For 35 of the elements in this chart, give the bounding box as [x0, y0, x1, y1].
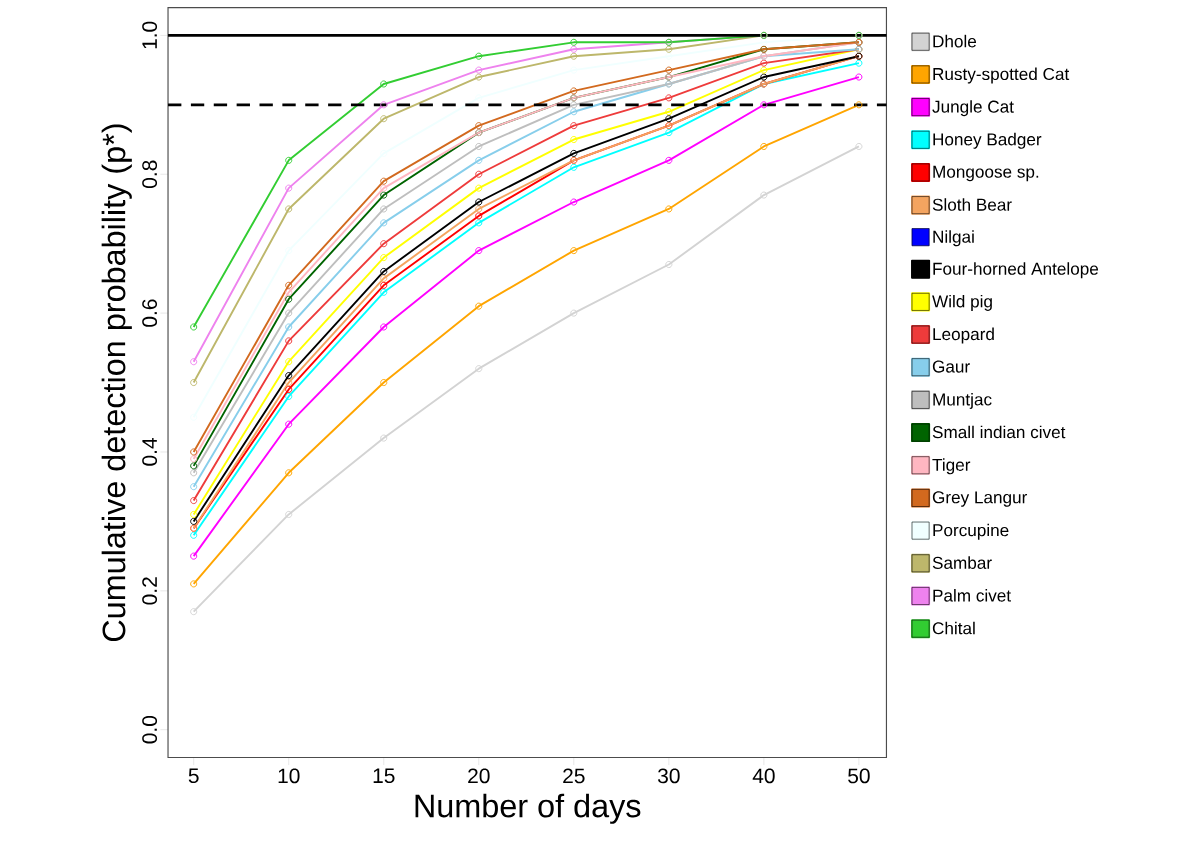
legend-label: Sambar: [932, 556, 992, 569]
x-tick-label: 30: [657, 768, 680, 784]
legend-label: Rusty-spotted Cat: [933, 67, 1070, 84]
legend-label: Sloth Bear: [932, 198, 1012, 211]
x-tick-label: 10: [278, 768, 300, 784]
x-tick-label: 25: [563, 768, 585, 784]
x-tick-label: 40: [752, 768, 775, 784]
y-tick-label: 0.6: [142, 299, 158, 327]
legend-label: Nilgai: [933, 230, 974, 247]
legend-label: Mongoose sp.: [933, 165, 1039, 182]
legend-label: Jungle Cat: [932, 100, 1014, 117]
y-axis-title: Cumulative detection probability (p*): [101, 124, 132, 642]
x-tick-label: 20: [468, 768, 490, 784]
y-tick-label: 0.4: [142, 438, 158, 466]
legend-label: Chital: [932, 621, 975, 635]
legend-label: Dhole: [933, 34, 977, 48]
y-tick-label: 1.0: [142, 21, 158, 49]
y-tick-label: 0.2: [142, 577, 158, 605]
x-tick-label: 50: [848, 768, 870, 784]
legend-label: Tiger: [932, 458, 971, 475]
legend-label: Leopard: [933, 327, 994, 344]
y-tick-label: 0.8: [142, 160, 158, 188]
legend-label: Small indian civet: [932, 425, 1066, 439]
legend-label: Palm civet: [933, 589, 1011, 602]
legend-label: Muntjac: [933, 392, 992, 409]
y-tick-label: 0.0: [142, 715, 158, 744]
legend-label: Grey Langur: [932, 491, 1028, 507]
legend-label: Gaur: [932, 360, 970, 373]
legend-label: Honey Badger: [933, 132, 1042, 149]
legend-label: Porcupine: [933, 523, 1009, 540]
x-axis-title: Number of days: [415, 793, 641, 824]
x-tick-label: 15: [373, 768, 395, 784]
legend-label: Wild pig: [932, 294, 992, 311]
legend-label: Four-horned Antelope: [933, 262, 1099, 279]
x-tick-label: 5: [188, 768, 199, 784]
